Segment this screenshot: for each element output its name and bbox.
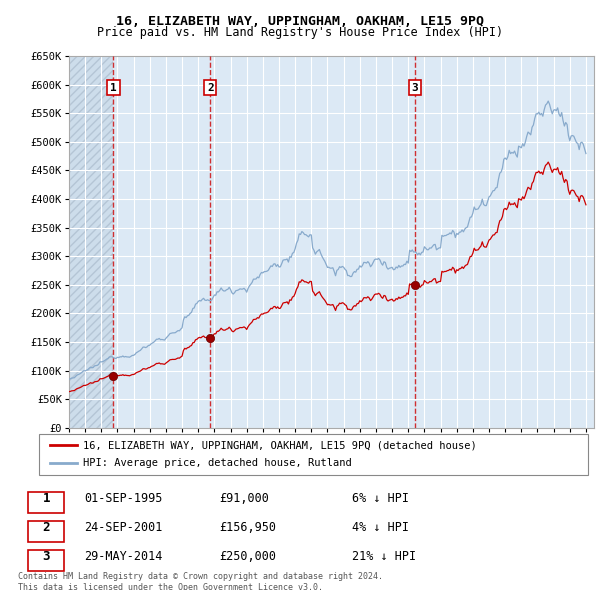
FancyBboxPatch shape <box>28 550 64 571</box>
FancyBboxPatch shape <box>39 434 588 475</box>
FancyBboxPatch shape <box>28 521 64 542</box>
FancyBboxPatch shape <box>28 491 64 513</box>
Text: Contains HM Land Registry data © Crown copyright and database right 2024.
This d: Contains HM Land Registry data © Crown c… <box>18 572 383 590</box>
Text: 3: 3 <box>412 83 418 93</box>
Text: 29-MAY-2014: 29-MAY-2014 <box>84 550 163 563</box>
Text: £91,000: £91,000 <box>220 492 269 505</box>
Text: 16, ELIZABETH WAY, UPPINGHAM, OAKHAM, LE15 9PQ: 16, ELIZABETH WAY, UPPINGHAM, OAKHAM, LE… <box>116 15 484 28</box>
Text: 6% ↓ HPI: 6% ↓ HPI <box>352 492 409 505</box>
Text: 16, ELIZABETH WAY, UPPINGHAM, OAKHAM, LE15 9PQ (detached house): 16, ELIZABETH WAY, UPPINGHAM, OAKHAM, LE… <box>83 440 476 450</box>
Text: 4% ↓ HPI: 4% ↓ HPI <box>352 521 409 534</box>
Text: 1: 1 <box>43 492 50 505</box>
Text: 01-SEP-1995: 01-SEP-1995 <box>84 492 163 505</box>
Text: 21% ↓ HPI: 21% ↓ HPI <box>352 550 416 563</box>
Text: £156,950: £156,950 <box>220 521 277 534</box>
Text: 24-SEP-2001: 24-SEP-2001 <box>84 521 163 534</box>
Bar <box>69 56 113 428</box>
Text: 2: 2 <box>207 83 214 93</box>
Text: 1: 1 <box>110 83 117 93</box>
Text: 2: 2 <box>43 521 50 534</box>
Text: £250,000: £250,000 <box>220 550 277 563</box>
Text: 3: 3 <box>43 550 50 563</box>
Text: HPI: Average price, detached house, Rutland: HPI: Average price, detached house, Rutl… <box>83 458 352 468</box>
Text: Price paid vs. HM Land Registry's House Price Index (HPI): Price paid vs. HM Land Registry's House … <box>97 26 503 39</box>
